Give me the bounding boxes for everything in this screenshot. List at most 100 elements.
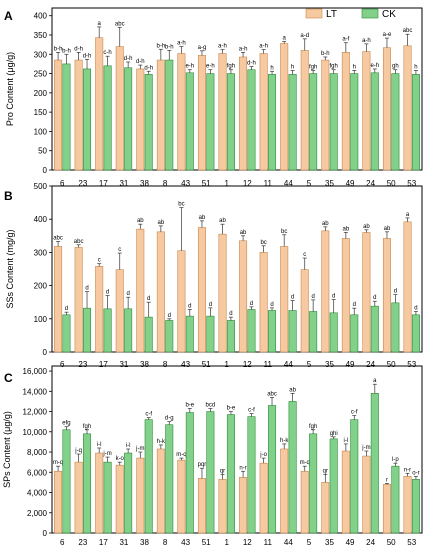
- y-tick-label: 250: [34, 70, 48, 79]
- y-tick-label: 300: [34, 248, 48, 257]
- significance-label: d: [311, 294, 314, 300]
- x-tick-label: 43: [181, 360, 190, 369]
- y-tick-label: 14,000: [23, 387, 48, 396]
- x-tick-label: 17: [99, 179, 108, 188]
- significance-label: ab: [322, 221, 329, 227]
- y-tick-label: 8,000: [27, 448, 48, 457]
- bar-ck: [83, 433, 92, 534]
- bar-lt: [341, 450, 350, 534]
- x-tick-label: 8: [163, 179, 168, 188]
- y-tick-label: 0: [43, 529, 48, 538]
- bar-ck: [247, 416, 256, 534]
- significance-label: d: [250, 301, 253, 307]
- x-tick-label: 50: [387, 179, 396, 188]
- significance-label: m-q: [176, 452, 186, 458]
- bar-lt: [95, 266, 104, 353]
- bar-ck: [288, 401, 297, 534]
- significance-label: abc: [115, 21, 125, 27]
- bar-lt: [115, 269, 124, 353]
- bar-ck: [206, 73, 215, 171]
- bar-ck: [309, 311, 318, 353]
- bar-ck: [370, 72, 379, 171]
- significance-label: c-f: [248, 408, 255, 414]
- x-tick-label: 11: [264, 179, 273, 188]
- y-tick-label: 150: [34, 108, 48, 117]
- significance-label: d: [65, 306, 68, 312]
- significance-label: d: [270, 302, 273, 308]
- bar-ck: [391, 73, 400, 171]
- bar-ck: [411, 314, 420, 353]
- significance-label: c-f: [351, 410, 358, 416]
- bar-lt: [54, 59, 63, 171]
- significance-label: a-h: [239, 46, 248, 52]
- bar-lt: [95, 452, 104, 534]
- x-tick-label: 24: [366, 179, 375, 188]
- y-tick-label: 0: [43, 166, 48, 175]
- bar-ck: [165, 424, 174, 534]
- x-tick-label: 44: [284, 538, 293, 547]
- bar-ck: [288, 310, 297, 353]
- bar-ck: [83, 68, 92, 171]
- significance-label: b-h: [54, 46, 63, 52]
- bar-ck: [124, 452, 133, 534]
- bar-ck: [103, 308, 112, 353]
- bar-lt: [218, 479, 227, 534]
- bar-ck: [62, 63, 71, 171]
- x-tick-label: 23: [78, 360, 87, 369]
- panel-c-sps-content: 0 2,000 4,000 6,000 8,000 10,000 12,000 14,000 1…: [2, 365, 423, 547]
- significance-label: h: [291, 64, 294, 70]
- significance-label: d: [414, 305, 417, 311]
- x-tick-label: 11: [264, 538, 273, 547]
- significance-label: ab: [240, 230, 247, 236]
- bar-lt: [321, 59, 330, 171]
- significance-label: c: [303, 252, 306, 258]
- bar-ck: [329, 73, 338, 171]
- significance-label: d: [168, 313, 171, 319]
- significance-label: a-h: [218, 44, 227, 50]
- significance-label: a: [283, 36, 287, 42]
- bar-ck: [185, 72, 194, 171]
- x-tick-label: 35: [325, 179, 334, 188]
- significance-label: c: [98, 258, 101, 264]
- significance-label: fgh: [309, 64, 317, 70]
- bar-ck: [288, 74, 297, 171]
- significance-label: a: [406, 212, 410, 218]
- significance-label: ab: [137, 218, 144, 224]
- bar-lt: [382, 484, 391, 534]
- significance-label: bc: [178, 202, 184, 208]
- bar-lt: [54, 470, 63, 534]
- bar-lt: [74, 59, 83, 171]
- bar-lt: [403, 45, 412, 171]
- significance-label: d: [353, 302, 356, 308]
- x-tick-label: 51: [202, 360, 211, 369]
- legend-swatch-lt: [305, 8, 323, 19]
- significance-label: a-h: [362, 38, 371, 44]
- x-tick-label: 1: [224, 179, 229, 188]
- significance-label: a-g: [198, 45, 207, 51]
- bar-lt: [300, 269, 309, 353]
- significance-label: m-q: [53, 460, 63, 466]
- significance-label: d: [291, 295, 294, 301]
- bar-ck: [370, 393, 379, 534]
- significance-label: ghi: [330, 431, 338, 437]
- significance-label: bcd: [206, 403, 216, 409]
- significance-label: b-h: [321, 51, 330, 57]
- significance-label: e-h: [370, 63, 379, 69]
- bar-ck: [247, 69, 256, 171]
- significance-label: a: [373, 378, 377, 384]
- significance-label: b-h: [157, 43, 166, 49]
- x-tick-label: 17: [99, 538, 108, 547]
- significance-label: d-h: [124, 56, 133, 62]
- significance-label: ab: [158, 220, 165, 226]
- y-axis-label: SPs Content (μg/g): [2, 411, 12, 488]
- bar-ck: [350, 73, 359, 171]
- bar-ck: [411, 74, 420, 171]
- significance-label: d-h: [247, 61, 256, 67]
- significance-label: d: [394, 289, 397, 295]
- x-tick-label: 17: [99, 360, 108, 369]
- bar-lt: [177, 53, 186, 171]
- x-tick-label: 53: [407, 360, 416, 369]
- x-tick-label: 53: [407, 179, 416, 188]
- significance-label: h-k: [280, 438, 289, 444]
